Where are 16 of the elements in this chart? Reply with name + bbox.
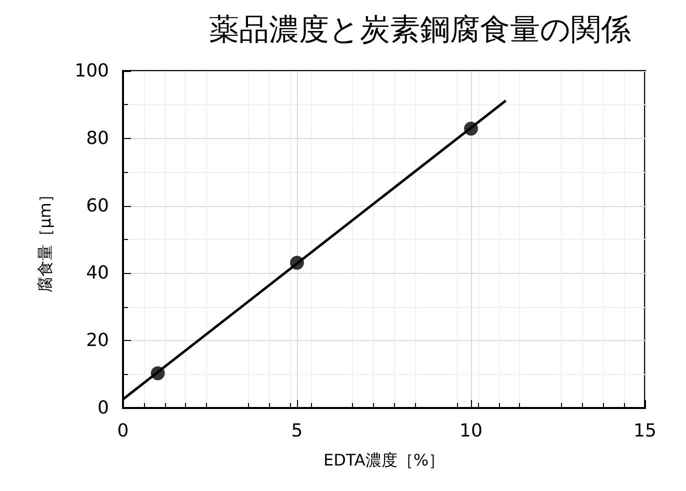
x-axis-title: EDTA濃度［%］	[323, 450, 445, 470]
point	[150, 366, 165, 380]
y-tick-label: 80	[86, 128, 109, 149]
y-tick-label: 20	[86, 330, 109, 352]
x-tick-label: 15	[634, 420, 656, 442]
y-tick-label: 40	[86, 262, 109, 284]
y-tick-label: 100	[74, 60, 109, 82]
x-tick-label: 10	[460, 420, 482, 442]
y-axis-title: 腐食量［μm］	[36, 186, 54, 292]
x-tick-label: 5	[291, 420, 303, 442]
y-tick-label: 60	[86, 195, 109, 216]
y-tick-label: 0	[98, 398, 109, 418]
x-tick-label: 0	[117, 420, 129, 442]
point	[464, 122, 478, 136]
chart-title: 薬品濃度と炭素鋼腐食量の関係	[209, 12, 631, 48]
point	[290, 256, 304, 270]
